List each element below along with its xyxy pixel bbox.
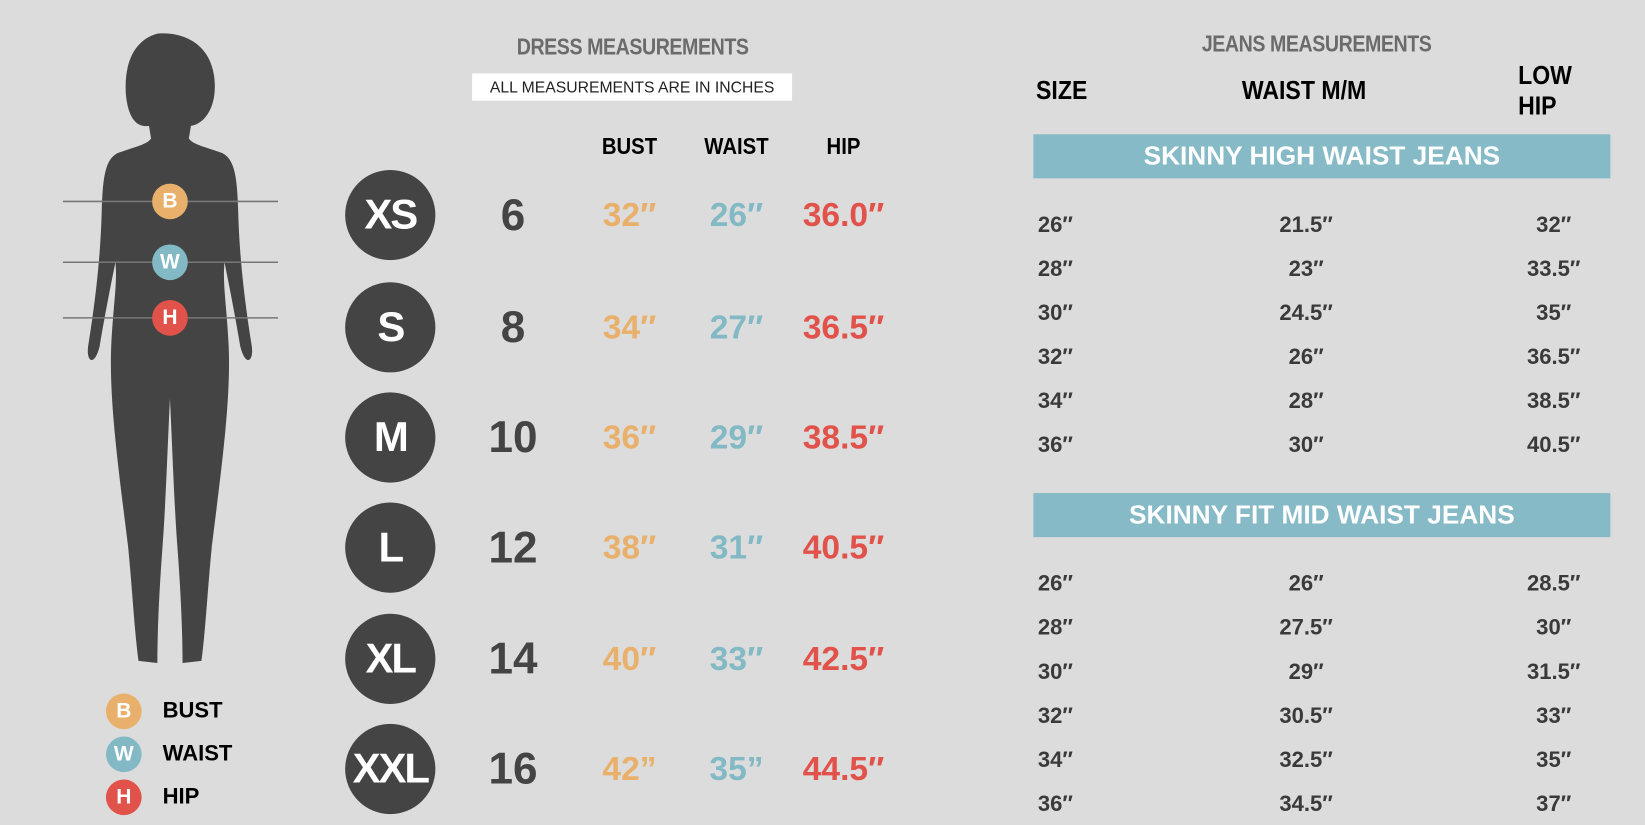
waist-value: 29″ — [709, 418, 764, 456]
bust-value: 36″ — [602, 418, 657, 456]
jeans-size: 30″ — [1037, 301, 1073, 326]
legend-label: HIP — [162, 784, 200, 809]
jeans-low-hip: 33″ — [1536, 703, 1572, 729]
jeans-waist: 29″ — [1288, 659, 1324, 685]
bust-marker: B — [152, 183, 188, 220]
legend-marker: W — [105, 736, 142, 773]
jeans-low-hip: 28.5″ — [1526, 571, 1581, 596]
size-badge: XXL — [345, 723, 436, 815]
jeans-waist: 34.5″ — [1279, 792, 1333, 817]
jeans-size: 34″ — [1037, 389, 1073, 414]
jeans-low-hip: 30″ — [1536, 615, 1572, 640]
jeans-low-hip: 31.5″ — [1526, 659, 1581, 685]
bust-value: 32″ — [602, 195, 657, 234]
jeans-size: 30″ — [1037, 659, 1073, 685]
bust-value: 38″ — [602, 528, 657, 566]
hip-value: 36.0″ — [802, 195, 885, 234]
dress-title: DRESS MEASUREMENTS — [516, 33, 749, 60]
waist-value: 31″ — [709, 528, 764, 566]
waist-mm-header: WAIST M/M — [1241, 76, 1367, 106]
legend-label: BUST — [162, 698, 223, 723]
jeans-waist: 24.5″ — [1279, 301, 1333, 326]
hip-value: 36.5″ — [802, 307, 885, 346]
jeans-low-hip: 40.5″ — [1526, 433, 1581, 458]
waist-value: 27″ — [709, 307, 764, 346]
jeans-waist: 21.5″ — [1279, 212, 1333, 238]
low-hip-header: LOW HIP — [1518, 60, 1572, 121]
size-badge: XL — [345, 613, 436, 704]
waist-header: WAIST — [704, 133, 769, 160]
size-number: 10 — [488, 412, 538, 462]
hip-value: 44.5″ — [802, 749, 885, 788]
waist-value: 35” — [709, 749, 764, 788]
size-badge: XS — [345, 169, 436, 261]
jeans-size: 28″ — [1037, 615, 1073, 640]
size-number: 14 — [488, 633, 538, 683]
jeans-size: 32″ — [1037, 345, 1073, 370]
jeans-waist: 27.5″ — [1279, 615, 1333, 640]
jeans-size: 32″ — [1037, 703, 1073, 729]
jeans-waist: 30″ — [1288, 433, 1324, 458]
jeans-waist: 26″ — [1288, 571, 1324, 596]
hip-value: 40.5″ — [802, 528, 885, 566]
size-badge: S — [345, 282, 436, 373]
bust-value: 34″ — [602, 307, 657, 346]
jeans-low-hip: 36.5″ — [1526, 345, 1581, 370]
legend-marker: H — [105, 779, 142, 816]
size-number: 16 — [488, 743, 538, 794]
legend-label: WAIST — [162, 741, 233, 766]
hip-marker: H — [152, 300, 188, 336]
jeans-waist: 23″ — [1288, 257, 1324, 282]
legend-marker: B — [105, 693, 142, 730]
jeans-size: 28″ — [1037, 257, 1073, 282]
jeans-waist: 26″ — [1288, 345, 1324, 370]
jeans-low-hip: 32″ — [1536, 212, 1572, 238]
jeans-size: 34″ — [1037, 748, 1073, 773]
jeans-low-hip: 38.5″ — [1526, 389, 1581, 414]
jeans-low-hip: 35″ — [1536, 301, 1572, 326]
jeans-low-hip: 35″ — [1536, 748, 1572, 773]
jeans-low-hip: 37″ — [1536, 792, 1572, 817]
jeans-waist: 30.5″ — [1279, 703, 1333, 729]
waist-marker: W — [152, 244, 188, 281]
hip-value: 38.5″ — [802, 418, 885, 456]
waist-value: 33″ — [709, 639, 764, 678]
bust-header: BUST — [601, 133, 658, 160]
jeans-size: 36″ — [1037, 433, 1073, 458]
hip-value: 42.5″ — [802, 639, 885, 678]
female-silhouette-icon — [62, 33, 279, 664]
jeans-group-banner: SKINNY HIGH WAIST JEANS — [1033, 134, 1611, 179]
size-number: 6 — [500, 189, 526, 240]
size-badge: L — [345, 502, 436, 593]
jeans-low-hip: 33.5″ — [1526, 257, 1581, 282]
size-number: 8 — [500, 302, 526, 352]
jeans-size: 26″ — [1037, 212, 1073, 238]
size-header: SIZE — [1036, 76, 1088, 106]
units-note: ALL MEASUREMENTS ARE IN INCHES — [472, 73, 793, 101]
jeans-waist: 32.5″ — [1279, 748, 1333, 773]
jeans-group-banner: SKINNY FIT MID WAIST JEANS — [1033, 493, 1611, 538]
waist-value: 26″ — [709, 195, 764, 234]
bust-value: 42” — [602, 749, 657, 788]
size-number: 12 — [488, 522, 538, 572]
hip-header: HIP — [826, 133, 861, 160]
jeans-size: 26″ — [1037, 571, 1073, 596]
jeans-size: 36″ — [1037, 792, 1073, 817]
bust-value: 40″ — [602, 639, 657, 678]
jeans-waist: 28″ — [1288, 389, 1324, 414]
size-badge: M — [345, 392, 436, 483]
jeans-title: JEANS MEASUREMENTS — [1201, 30, 1432, 57]
